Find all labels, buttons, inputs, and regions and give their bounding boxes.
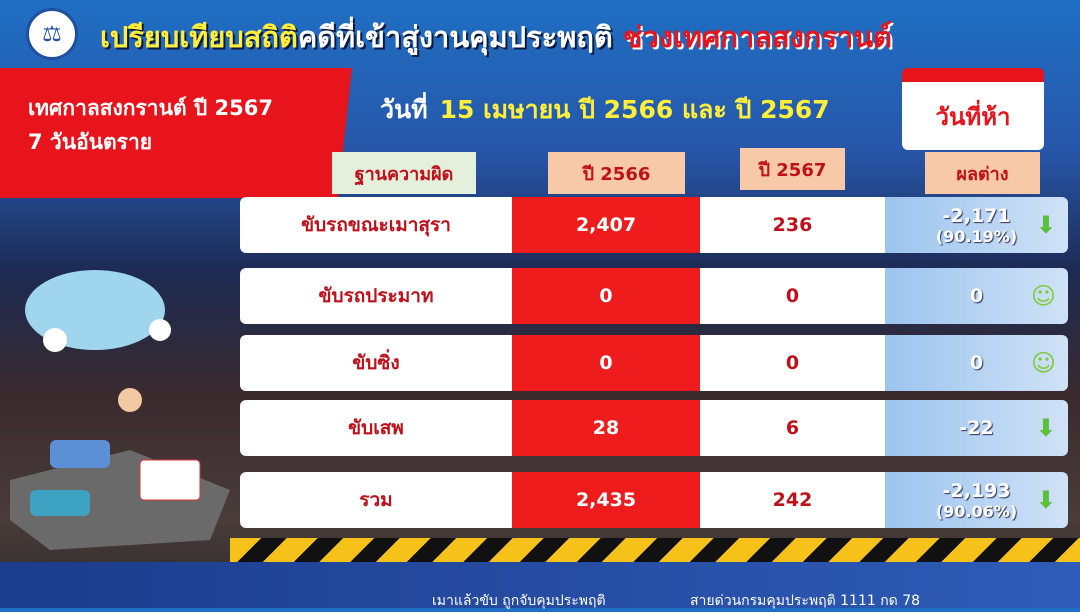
diff-value: -2,171	[942, 204, 1011, 227]
value-2566-cell: 2,435	[512, 472, 700, 528]
footer-hotline: สายด่วนกรมคุมประพฤติ 1111 กด 78	[690, 593, 921, 609]
smiley-icon: ☺	[1030, 282, 1056, 310]
date-value: 15 เมษายน ปี 2566 และ ปี 2567	[439, 95, 830, 124]
calendar-icon: วันที่ห้า	[902, 68, 1044, 150]
title-part-2: คดีที่เข้าสู่งานคุมประพฤติ	[297, 20, 613, 54]
diff-value: 0	[969, 352, 984, 374]
header-2567: ปี 2567	[740, 148, 845, 190]
value-2567-cell: 242	[700, 472, 885, 528]
down-arrow-icon: ⬇	[1035, 211, 1056, 239]
footer-bar	[0, 562, 1080, 608]
diff-value: 0	[969, 285, 984, 307]
diff-cell: -22 ⬇	[885, 400, 1068, 456]
festival-label: เทศกาลสงกรานต์ ปี 2567	[28, 96, 273, 120]
offense-cell: ขับรถประมาท	[240, 268, 512, 324]
down-arrow-icon: ⬇	[1035, 486, 1056, 514]
header-2566: ปี 2566	[548, 152, 685, 194]
offense-cell: ขับเสพ	[240, 400, 512, 456]
value-2567-cell: 0	[700, 335, 885, 391]
date-line: วันที่ 15 เมษายน ปี 2566 และ ปี 2567	[380, 90, 830, 130]
diff-value: -2,193	[942, 479, 1011, 502]
page-title: เปรียบเทียบสถิติคดีที่เข้าสู่งานคุมประพฤ…	[100, 14, 892, 60]
police-officer-icon	[118, 388, 142, 412]
value-2566-cell: 2,407	[512, 197, 700, 253]
table-row: ขับรถประมาท 0 0 0 ☺	[240, 268, 1068, 324]
value-2566-cell: 28	[512, 400, 700, 456]
diff-value: -22	[959, 417, 994, 439]
value-2566-cell: 0	[512, 335, 700, 391]
table-row: รวม 2,435 242 -2,193 (90.06%) ⬇	[240, 472, 1068, 528]
dangerous-days-label: 7 วันอันตราย	[28, 130, 153, 154]
red-panel	[0, 68, 352, 198]
title-part-3: ช่วงเทศกาลสงกรานต์	[622, 20, 892, 54]
offense-cell: ขับรถขณะเมาสุรา	[240, 197, 512, 253]
police-car-icon	[50, 440, 110, 468]
department-logo: ⚖	[26, 8, 78, 60]
table-row: ขับเสพ 28 6 -22 ⬇	[240, 400, 1068, 456]
diff-cell: -2,193 (90.06%) ⬇	[885, 472, 1068, 528]
table-row: ขับซิ่ง 0 0 0 ☺	[240, 335, 1068, 391]
value-2566-cell: 0	[512, 268, 700, 324]
diff-cell: 0 ☺	[885, 335, 1068, 391]
diff-percent: (90.06%)	[935, 501, 1018, 521]
songkran-illustration	[10, 270, 230, 550]
ambulance-icon	[139, 459, 201, 501]
offense-cell: รวม	[240, 472, 512, 528]
crashed-car-icon	[30, 490, 90, 516]
table-row: ขับรถขณะเมาสุรา 2,407 236 -2,171 (90.19%)…	[240, 197, 1068, 253]
offense-cell: ขับซิ่ง	[240, 335, 512, 391]
value-2567-cell: 0	[700, 268, 885, 324]
value-2567-cell: 236	[700, 197, 885, 253]
hazard-stripe	[230, 538, 1080, 562]
diff-cell: 0 ☺	[885, 268, 1068, 324]
diff-percent: (90.19%)	[935, 226, 1018, 246]
smiley-icon: ☺	[1030, 349, 1056, 377]
header-diff: ผลต่าง	[925, 152, 1040, 194]
calendar-day: วันที่ห้า	[935, 102, 1011, 131]
title-part-1: เปรียบเทียบสถิติ	[100, 20, 298, 54]
value-2567-cell: 6	[700, 400, 885, 456]
diff-cell: -2,171 (90.19%) ⬇	[885, 197, 1068, 253]
down-arrow-icon: ⬇	[1035, 414, 1056, 442]
footer-slogan: เมาแล้วขับ ถูกจับคุมประพฤติ	[432, 593, 606, 609]
date-label: วันที่	[380, 95, 428, 124]
header-offense: ฐานความผิด	[332, 152, 476, 194]
